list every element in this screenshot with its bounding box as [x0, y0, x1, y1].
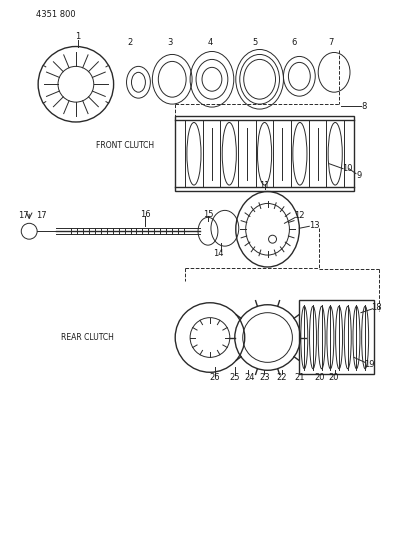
Text: 5: 5	[252, 38, 257, 47]
Text: 19: 19	[364, 360, 374, 369]
Text: 6: 6	[292, 38, 297, 47]
Text: 20: 20	[329, 373, 339, 382]
Bar	[299, 300, 374, 374]
Text: 13: 13	[309, 221, 319, 230]
Text: 8: 8	[361, 102, 367, 111]
Text: 25: 25	[230, 373, 240, 382]
Text: 23: 23	[259, 373, 270, 382]
Text: 4351 800: 4351 800	[36, 10, 76, 19]
Text: REAR CLUTCH: REAR CLUTCH	[61, 333, 114, 342]
Text: 1: 1	[75, 32, 80, 41]
Text: 4: 4	[207, 38, 213, 47]
Text: 17: 17	[36, 211, 47, 220]
Text: FRONT CLUTCH: FRONT CLUTCH	[96, 141, 154, 150]
Text: 2: 2	[128, 38, 133, 47]
Text: 10: 10	[342, 164, 352, 173]
Text: 26: 26	[210, 373, 220, 382]
Text: 15: 15	[203, 210, 213, 219]
Text: 24: 24	[244, 373, 255, 382]
Text: 21: 21	[294, 373, 305, 382]
Text: 17: 17	[18, 211, 29, 220]
Text: 3: 3	[168, 38, 173, 47]
Text: 9: 9	[356, 171, 361, 180]
Text: 7: 7	[328, 38, 334, 47]
Bar	[175, 116, 354, 190]
Text: 22: 22	[276, 373, 287, 382]
Text: 20: 20	[314, 373, 324, 382]
Text: 14: 14	[213, 248, 223, 257]
Text: 12: 12	[294, 211, 305, 220]
Text: 18: 18	[372, 303, 382, 312]
Text: 16: 16	[140, 210, 151, 219]
Text: 11: 11	[259, 181, 270, 190]
